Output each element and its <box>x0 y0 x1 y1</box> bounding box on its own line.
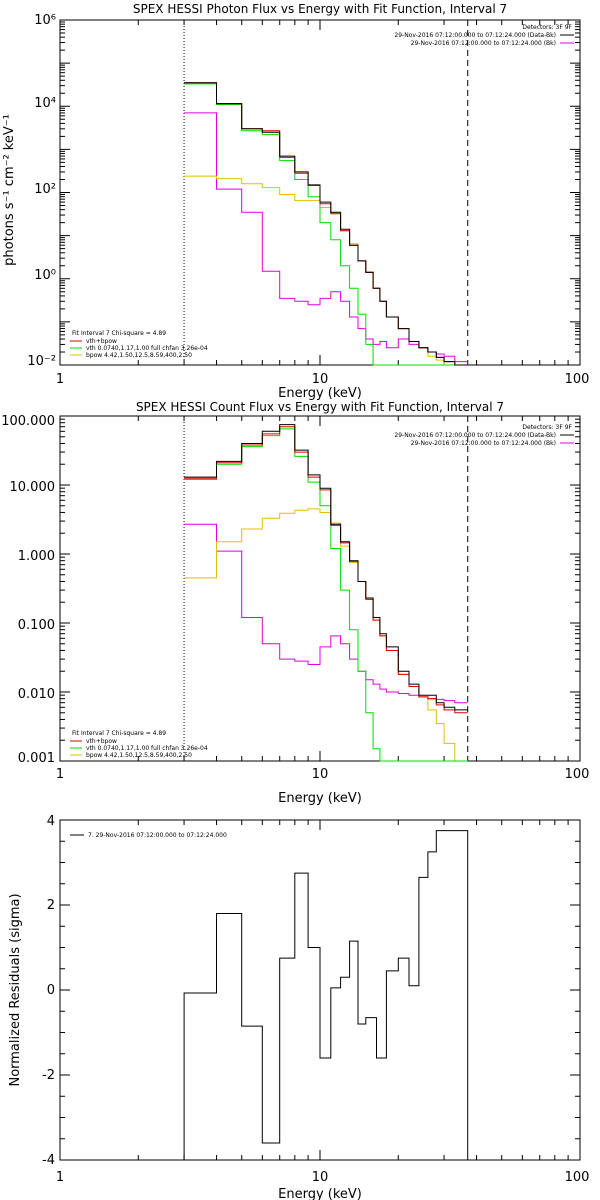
residuals-series <box>183 830 469 1160</box>
y-tick-label-1e2: 10² <box>34 182 56 197</box>
photon-flux-legend-top-right: Detectors: 3F 9F 29-Nov-2016 07:12:00.00… <box>394 24 574 47</box>
y-tick-label-0.010: 0.010 <box>18 687 55 702</box>
residuals-panel: 1 10 100 -4 -2 0 2 4 Energy (keV) Normal… <box>8 814 589 1200</box>
x-tick-label-1: 1 <box>56 372 64 387</box>
photon-flux-series-total <box>184 82 468 366</box>
legend-data-bk-label: 29-Nov-2016 07:12:00.000 to 07:12:24.000… <box>394 432 556 439</box>
count-flux-x-axis-label: Energy (keV) <box>278 791 362 806</box>
y-tick-label-0: 0 <box>47 983 55 998</box>
photon-flux-legend-bottom-left: Fit Interval 7 Chi-square = 4.89 vth+bpo… <box>70 330 208 359</box>
residuals-x-axis-label: Energy (keV) <box>278 1187 362 1200</box>
residuals-legend-label: 7. 29-Nov-2016 07:12:00.000 to 07:12:24.… <box>88 832 227 839</box>
count-flux-series-sum <box>184 426 468 714</box>
x-tick-label-10: 10 <box>312 372 329 387</box>
y-tick-label-10.000: 10.000 <box>10 480 56 495</box>
legend-vth-label: vth 0.0740,1.17,1.00 full chfan 3.26e-04 <box>86 745 208 752</box>
photon-flux-series-bkg <box>184 112 468 363</box>
count-flux-series-total <box>184 424 468 711</box>
photon-flux-x-axis-label: Energy (keV) <box>278 386 362 401</box>
residuals-x-tick-labels: 1 10 100 <box>56 1170 590 1185</box>
x-tick-label-1: 1 <box>56 1170 64 1185</box>
photon-flux-fit-range-lines <box>183 20 469 365</box>
legend-bpow-label: bpow 4.42,1.50,12.5,8.59,400,2.50 <box>86 752 192 759</box>
count-flux-panel: SPEX HESSI Count Flux vs Energy with Fit… <box>1 400 589 806</box>
legend-data-bk-label: 29-Nov-2016 07:12:00.000 to 07:12:24.000… <box>394 32 556 39</box>
y-tick-label-4: 4 <box>47 814 55 829</box>
count-flux-fit-range-lines <box>183 416 469 761</box>
y-tick-label-1.000: 1.000 <box>18 549 55 564</box>
y-tick-label-0.100: 0.100 <box>18 618 55 633</box>
x-tick-label-100: 100 <box>565 767 590 782</box>
legend-bk-label: 29-Nov-2016 07:12:00.000 to 07:12:24.000… <box>411 440 556 447</box>
residuals-y-tick-labels: -4 -2 0 2 4 <box>42 814 55 1168</box>
count-flux-series <box>184 424 468 762</box>
legend-detectors: Detectors: 3F 9F <box>522 424 572 431</box>
photon-flux-series-bpow <box>184 175 468 366</box>
x-tick-label-10: 10 <box>312 767 329 782</box>
legend-detectors: Detectors: 3F 9F <box>522 24 572 31</box>
x-tick-label-10: 10 <box>312 1170 329 1185</box>
y-tick-label-100.000: 100.000 <box>1 414 55 429</box>
y-tick-label-1e6: 10⁶ <box>34 13 56 28</box>
photon-flux-series <box>184 82 468 366</box>
count-flux-legend-bottom-left: Fit Interval 7 Chi-square = 4.89 vth+bpo… <box>70 730 208 759</box>
residuals-y-axis-label: Normalized Residuals (sigma) <box>8 893 23 1086</box>
legend-vth-label: vth 0.0740,1.17,1.00 full chfan 3.26e-04 <box>86 345 208 352</box>
legend-fit-interval: Fit Interval 7 Chi-square = 4.89 <box>72 730 166 737</box>
count-flux-series-bpow <box>184 508 468 762</box>
photon-flux-series-vth <box>184 83 468 366</box>
x-tick-label-100: 100 <box>565 372 590 387</box>
photon-flux-axes <box>59 19 581 366</box>
photon-flux-title: SPEX HESSI Photon Flux vs Energy with Fi… <box>133 2 507 16</box>
legend-bpow-label: bpow 4.42,1.50,12.5,8.59,400,2.50 <box>86 352 192 359</box>
legend-sum-label: vth+bpow <box>86 338 117 345</box>
count-flux-plot-frame <box>59 415 581 762</box>
legend-bk-label: 29-Nov-2016 07:12:00.000 to 07:12:24.000… <box>411 40 556 47</box>
photon-flux-y-axis-label: photons s⁻¹ cm⁻² keV⁻¹ <box>2 114 17 266</box>
count-flux-title: SPEX HESSI Count Flux vs Energy with Fit… <box>136 400 504 414</box>
count-flux-legend-top-right: Detectors: 3F 9F 29-Nov-2016 07:12:00.00… <box>394 424 574 447</box>
residuals-residuals-line <box>183 830 469 1160</box>
count-flux-series-bkg <box>184 523 468 704</box>
legend-sum-label: vth+bpow <box>86 738 117 745</box>
y-tick-label-minus4: -4 <box>42 1153 55 1168</box>
photon-flux-x-tick-labels: 1 10 100 <box>56 372 590 387</box>
photon-flux-y-tick-labels: 10⁻² 10⁰ 10² 10⁴ 10⁶ <box>27 13 56 369</box>
y-tick-label-1e4: 10⁴ <box>34 96 56 111</box>
y-tick-label-0.001: 0.001 <box>18 751 55 766</box>
y-tick-label-1e0: 10⁰ <box>34 268 56 283</box>
count-flux-axes <box>59 415 581 762</box>
photon-flux-series-sum <box>184 82 468 366</box>
y-tick-label-1e-2: 10⁻² <box>27 354 56 369</box>
residuals-legend: 7. 29-Nov-2016 07:12:00.000 to 07:12:24.… <box>70 832 227 839</box>
count-flux-y-tick-labels: 0.001 0.010 0.100 1.000 10.000 100.000 <box>1 414 55 766</box>
y-tick-label-2: 2 <box>47 898 55 913</box>
y-tick-label-minus2: -2 <box>42 1068 55 1083</box>
count-flux-x-tick-labels: 1 10 100 <box>56 767 590 782</box>
x-tick-label-1: 1 <box>56 767 64 782</box>
count-flux-series-vth <box>184 428 468 762</box>
residuals-axes <box>59 819 581 1161</box>
x-tick-label-100: 100 <box>565 1170 590 1185</box>
legend-fit-interval: Fit Interval 7 Chi-square = 4.89 <box>72 330 166 337</box>
photon-flux-panel: SPEX HESSI Photon Flux vs Energy with Fi… <box>2 2 589 401</box>
